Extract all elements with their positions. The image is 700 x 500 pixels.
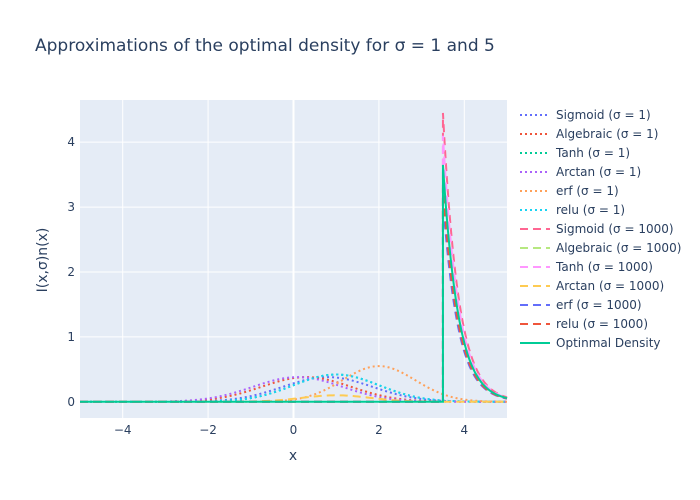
legend-label: Optinmal Density: [556, 336, 661, 350]
y-tick-label: 2: [67, 265, 75, 279]
legend-item[interactable]: Tanh (σ = 1): [520, 146, 630, 160]
series-line: [80, 164, 508, 403]
legend-item[interactable]: Algebraic (σ = 1000): [520, 241, 681, 255]
y-tick-label: 3: [67, 200, 75, 214]
x-tick-label: −4: [114, 423, 132, 437]
legend-label: Tanh (σ = 1000): [555, 260, 653, 274]
legend-item[interactable]: Tanh (σ = 1000): [520, 260, 653, 274]
y-tick-label: 4: [67, 135, 75, 149]
legend-item[interactable]: Sigmoid (σ = 1): [520, 108, 651, 122]
legend-item[interactable]: Optinmal Density: [520, 336, 661, 350]
legend-item[interactable]: relu (σ = 1): [520, 203, 625, 217]
x-tick-label: 2: [375, 423, 383, 437]
legend-item[interactable]: erf (σ = 1): [520, 184, 619, 198]
x-tick-label: −2: [199, 423, 217, 437]
legend-label: Algebraic (σ = 1000): [556, 241, 681, 255]
legend-item[interactable]: Arctan (σ = 1000): [520, 279, 664, 293]
tick-labels: −4 −2 0 2 4 0 1 2 3 4: [67, 135, 468, 437]
legend[interactable]: Sigmoid (σ = 1) Algebraic (σ = 1) Tanh (σ …: [520, 108, 681, 350]
legend-label: Arctan (σ = 1000): [556, 279, 664, 293]
legend-item[interactable]: Algebraic (σ = 1): [520, 127, 658, 141]
legend-item[interactable]: erf (σ = 1000): [520, 298, 642, 312]
chart-title: Approximations of the optimal density fo…: [35, 36, 495, 56]
legend-label: Sigmoid (σ = 1): [556, 108, 651, 122]
legend-label: Sigmoid (σ = 1000): [556, 222, 674, 236]
legend-item[interactable]: relu (σ = 1000): [520, 317, 648, 331]
x-axis-label: x: [289, 448, 297, 464]
legend-label: Tanh (σ = 1): [555, 146, 630, 160]
legend-label: relu (σ = 1): [556, 203, 625, 217]
x-tick-label: 4: [460, 423, 468, 437]
legend-item[interactable]: Sigmoid (σ = 1000): [520, 222, 674, 236]
legend-label: Arctan (σ = 1): [556, 165, 641, 179]
y-tick-label: 1: [67, 330, 75, 344]
series-layer: [80, 112, 508, 403]
legend-label: erf (σ = 1): [556, 184, 619, 198]
legend-label: Algebraic (σ = 1): [556, 127, 658, 141]
legend-item[interactable]: Arctan (σ = 1): [520, 165, 641, 179]
legend-label: relu (σ = 1000): [556, 317, 648, 331]
legend-label: erf (σ = 1000): [556, 298, 642, 312]
x-tick-label: 0: [290, 423, 298, 437]
y-axis-label: I(x,σ)n(x): [35, 228, 51, 293]
y-tick-label: 0: [67, 395, 75, 409]
